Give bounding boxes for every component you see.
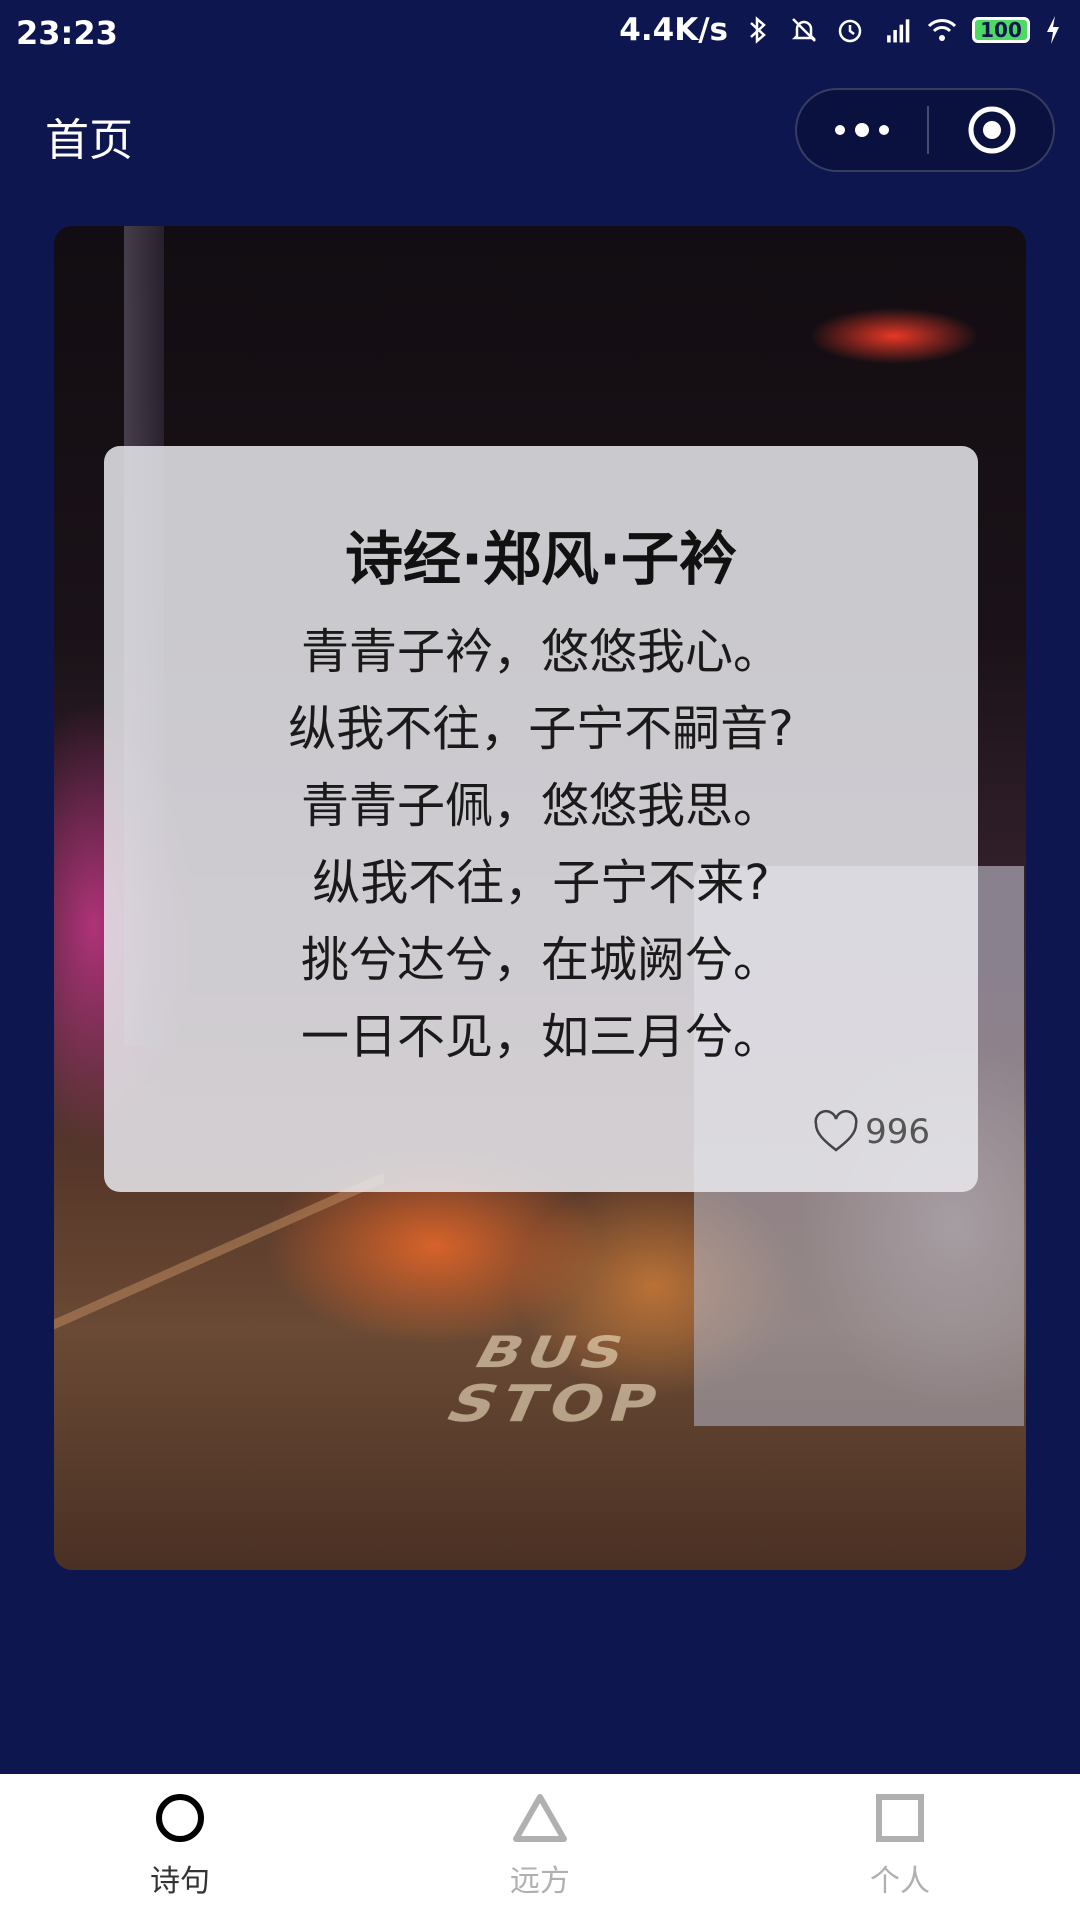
circle-icon xyxy=(154,1792,206,1844)
poem-line: 一日不见，如三月兮。 xyxy=(104,999,978,1076)
hd-signal-icon xyxy=(880,14,912,46)
battery-icon: 100 xyxy=(972,17,1030,43)
status-bar: 23:23 4.4K/s xyxy=(0,0,1080,66)
page-title: 首页 xyxy=(45,104,133,168)
like-button[interactable]: 996 xyxy=(813,1110,930,1154)
tab-profile[interactable]: 个人 xyxy=(720,1774,1080,1920)
poem-line: 青青子衿，悠悠我心。 xyxy=(104,614,978,691)
bluetooth-icon xyxy=(742,14,774,46)
wifi-icon xyxy=(926,14,958,46)
poem-line: 纵我不往，子宁不嗣音? xyxy=(104,691,978,768)
poem-line: 纵我不往，子宁不来? xyxy=(104,845,978,922)
triangle-icon xyxy=(512,1792,568,1844)
like-count: 996 xyxy=(865,1112,930,1152)
more-button[interactable] xyxy=(797,90,927,170)
road-text-stop: STOP xyxy=(435,1377,967,1433)
status-time: 23:23 xyxy=(16,14,118,52)
poem-card[interactable]: 诗经·郑风·子衿 青青子衿，悠悠我心。 纵我不往，子宁不嗣音? 青青子佩，悠悠我… xyxy=(104,446,978,1192)
road-markings: BUS STOP xyxy=(383,1330,986,1530)
target-close-icon xyxy=(966,104,1018,156)
poem-title: 诗经·郑风·子衿 xyxy=(104,512,978,596)
mini-program-capsule xyxy=(795,88,1055,172)
tab-distance[interactable]: 远方 xyxy=(360,1774,720,1920)
alarm-icon xyxy=(834,14,866,46)
charging-icon xyxy=(1044,14,1062,46)
tab-label: 诗句 xyxy=(150,1856,210,1900)
photo-railing xyxy=(54,1173,384,1570)
heart-icon xyxy=(813,1110,859,1154)
tab-label: 远方 xyxy=(510,1856,570,1900)
bell-off-icon xyxy=(788,14,820,46)
tab-bar: 诗句 远方 个人 xyxy=(0,1774,1080,1920)
close-button[interactable] xyxy=(929,90,1055,170)
more-dots-icon xyxy=(835,125,845,135)
network-speed: 4.4K/s xyxy=(619,12,728,48)
road-text-bus: BUS xyxy=(465,1330,957,1378)
tab-label: 个人 xyxy=(870,1856,930,1900)
poem-line: 挑兮达兮，在城阙兮。 xyxy=(104,922,978,999)
poem-line: 青青子佩，悠悠我思。 xyxy=(104,768,978,845)
poem-text: 青青子衿，悠悠我心。 纵我不往，子宁不嗣音? 青青子佩，悠悠我思。 纵我不往，子… xyxy=(104,614,978,1076)
more-dots-icon-center xyxy=(855,123,869,137)
more-dots-icon-right xyxy=(879,125,889,135)
status-icons: 4.4K/s 100 xyxy=(619,12,1062,48)
square-icon xyxy=(874,1792,926,1844)
tab-poems[interactable]: 诗句 xyxy=(0,1774,360,1920)
